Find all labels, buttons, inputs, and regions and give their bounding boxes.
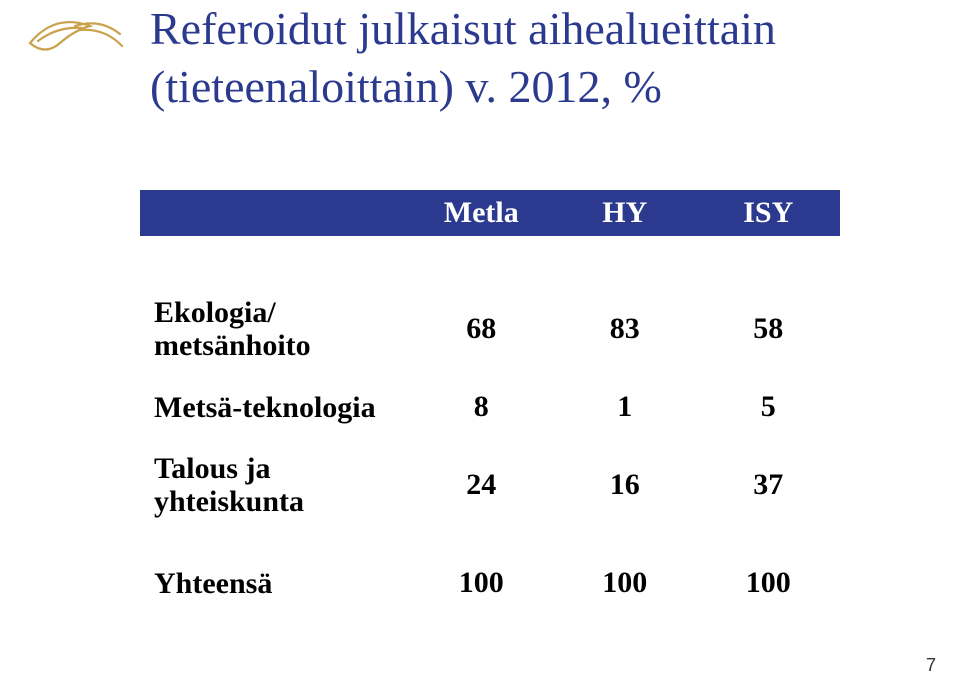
page-number: 7 [926, 655, 936, 676]
table-footer-row: Yhteensä 100 100 100 [140, 552, 840, 614]
table-gap [140, 532, 840, 552]
leaf-logo-icon [20, 8, 130, 68]
footer-label: Yhteensä [140, 567, 410, 600]
row-label: Ekologia/ metsänhoito [140, 296, 410, 362]
table-row: Ekologia/ metsänhoito 68 83 58 [140, 282, 840, 376]
footer-value: 100 [697, 566, 840, 600]
table-header-row: Metla HY ISY [140, 190, 840, 236]
row-value: 37 [697, 468, 840, 502]
row-value: 58 [697, 312, 840, 346]
header-col-isy: ISY [697, 196, 840, 230]
page-title: Referoidut julkaisut aihealueittain (tie… [150, 0, 920, 115]
table-spacer [140, 236, 840, 282]
row-value: 24 [410, 468, 553, 502]
header-label-cell [140, 196, 410, 230]
row-value: 8 [410, 390, 553, 424]
row-value: 68 [410, 312, 553, 346]
data-table: Metla HY ISY Ekologia/ metsänhoito 68 83… [140, 190, 840, 614]
row-value: 83 [553, 312, 696, 346]
footer-value: 100 [553, 566, 696, 600]
row-value: 1 [553, 390, 696, 424]
row-value: 16 [553, 468, 696, 502]
table-row: Talous ja yhteiskunta 24 16 37 [140, 438, 840, 532]
header-col-hy: HY [553, 196, 696, 230]
slide-page: Referoidut julkaisut aihealueittain (tie… [0, 0, 960, 688]
row-label: Metsä-teknologia [140, 391, 410, 424]
row-value: 5 [697, 390, 840, 424]
footer-value: 100 [410, 566, 553, 600]
row-label: Talous ja yhteiskunta [140, 452, 410, 518]
header-col-metla: Metla [410, 196, 553, 230]
table-row: Metsä-teknologia 8 1 5 [140, 376, 840, 438]
